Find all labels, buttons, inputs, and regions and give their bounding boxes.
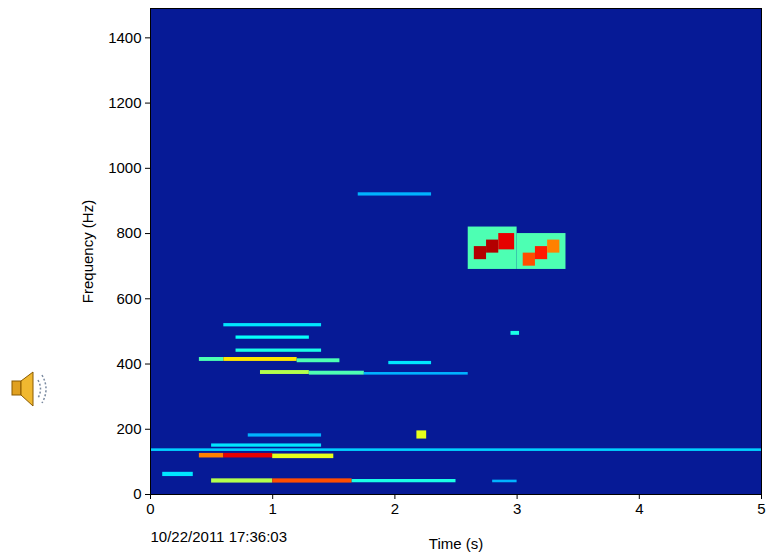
svg-text:1200: 1200 [108,94,141,111]
svg-text:1400: 1400 [108,29,141,46]
svg-text:Time (s): Time (s) [429,535,483,552]
svg-text:0: 0 [146,500,154,517]
svg-text:600: 600 [116,290,141,307]
svg-text:5: 5 [757,500,765,517]
svg-text:200: 200 [116,420,141,437]
svg-text:1: 1 [269,500,277,517]
svg-text:800: 800 [116,224,141,241]
svg-text:1000: 1000 [108,159,141,176]
svg-text:3: 3 [513,500,521,517]
svg-text:Frequency (Hz): Frequency (Hz) [79,200,96,303]
svg-text:0: 0 [133,485,141,502]
svg-text:4: 4 [635,500,643,517]
svg-text:400: 400 [116,355,141,372]
svg-text:2: 2 [391,500,399,517]
svg-text:10/22/2011 17:36:03: 10/22/2011 17:36:03 [151,528,288,545]
